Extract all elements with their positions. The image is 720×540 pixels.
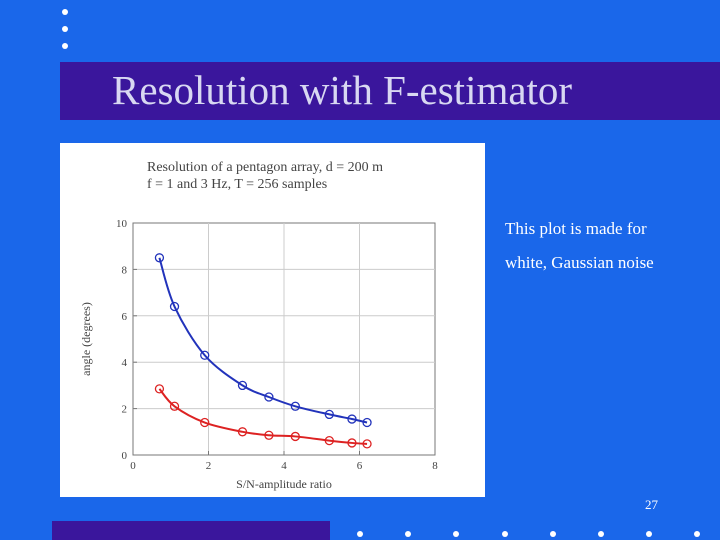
x-tick-label: 2 [206,460,212,472]
chart-title-line2: f = 1 and 3 Hz, T = 256 samples [147,177,327,192]
data-point [237,427,248,437]
bottom-dot [550,531,556,537]
data-point [169,301,180,312]
data-point [264,392,274,402]
bullet-dot [62,43,68,49]
data-point [324,435,334,446]
bullet-dot [62,9,68,15]
x-tick-label: 8 [432,460,438,472]
chart: Resolution of a pentagon array, d = 200 … [79,160,438,491]
bottom-dot [646,531,652,537]
slide-title: Resolution with F-estimator [112,67,573,113]
y-tick-label: 8 [122,264,128,276]
y-tick-label: 6 [122,311,128,323]
data-point [324,409,334,420]
data-point [200,350,210,360]
y-tick-label: 4 [122,357,128,369]
y-tick-label: 2 [122,404,128,416]
data-point [290,401,300,411]
bullet-dot [62,26,68,32]
x-axis-label: S/N-amplitude ratio [236,477,332,491]
series [154,253,372,449]
page-number: 27 [645,497,658,512]
x-tick-label: 6 [357,460,363,472]
data-point [264,430,274,440]
data-point [237,380,248,391]
data-point [362,439,372,449]
note-line-2: white, Gaussian noise [505,253,654,272]
data-point [290,431,300,442]
data-point [347,438,357,448]
data-point [200,417,210,428]
series-line-0 [158,257,368,424]
bottom-dot [502,531,508,537]
bottom-dot [598,531,604,537]
x-tick-label: 4 [281,460,287,472]
y-axis-label: angle (degrees) [79,302,93,376]
series-line-1 [158,388,368,445]
data-point [347,414,357,424]
data-point [362,417,372,428]
bottom-dot [694,531,700,537]
y-tick-label: 10 [116,218,128,230]
bottom-dot [405,531,411,537]
bottom-band [52,521,330,540]
note-line-1: This plot is made for [505,219,647,238]
data-point [154,253,165,263]
data-point [169,401,180,411]
chart-title-line1: Resolution of a pentagon array, d = 200 … [147,160,383,175]
grid [133,223,435,455]
plot-panel: Resolution of a pentagon array, d = 200 … [60,143,485,497]
ticks: 0 2 4 6 8 0 2 4 6 8 10 [116,218,438,472]
bottom-dot [453,531,459,537]
data-point [154,384,165,394]
bottom-dot [357,531,363,537]
x-tick-label: 0 [130,460,136,472]
title-band [60,62,720,120]
y-tick-label: 0 [122,450,128,462]
